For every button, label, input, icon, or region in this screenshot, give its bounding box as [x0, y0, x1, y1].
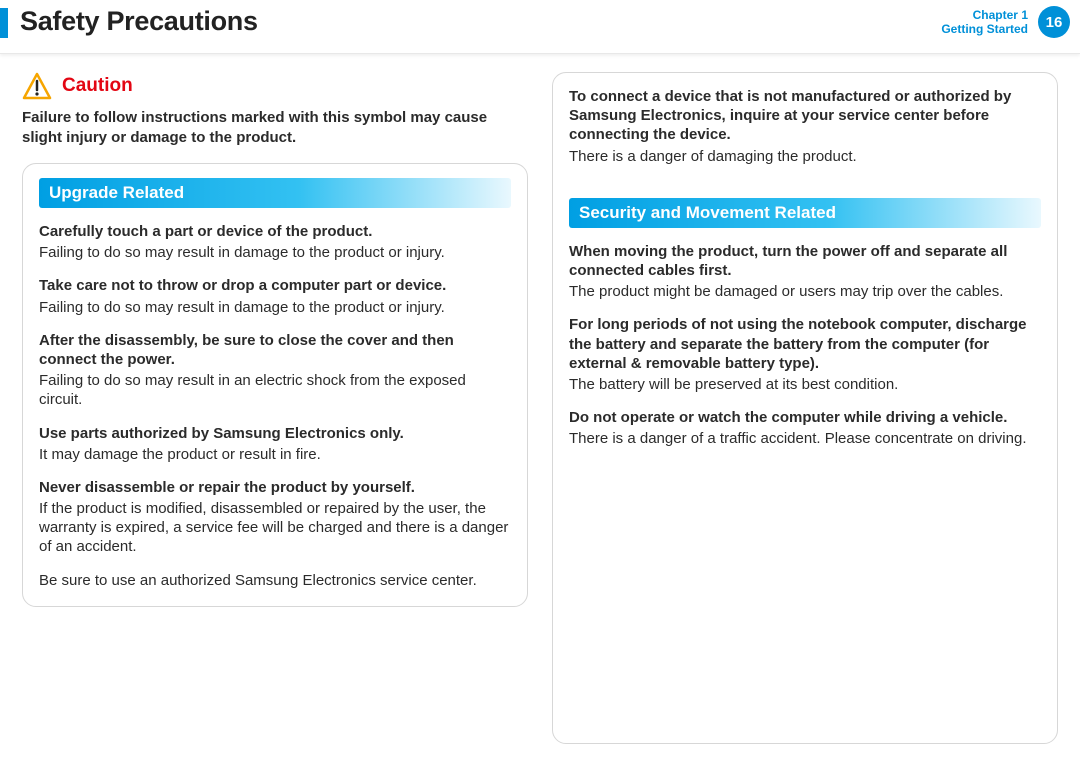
- chapter-info: Chapter 1 Getting Started: [941, 8, 1028, 37]
- item-heading: Never disassemble or repair the product …: [39, 478, 511, 497]
- item-body: If the product is modified, disassembled…: [39, 499, 511, 557]
- item-heading: Use parts authorized by Samsung Electron…: [39, 424, 511, 443]
- caution-label: Caution: [62, 75, 133, 97]
- item-heading: Carefully touch a part or device of the …: [39, 222, 511, 241]
- item-body: Failing to do so may result in damage to…: [39, 298, 511, 317]
- caution-text: Failure to follow instructions marked wi…: [22, 108, 528, 147]
- item-body: Failing to do so may result in an electr…: [39, 371, 511, 409]
- item-body: The battery will be preserved at its bes…: [569, 375, 1041, 394]
- item-heading: Take care not to throw or drop a compute…: [39, 276, 511, 295]
- item-body: Failing to do so may result in damage to…: [39, 243, 511, 262]
- chapter-line1: Chapter 1: [941, 8, 1028, 22]
- section-heading-security: Security and Movement Related: [569, 198, 1041, 228]
- item-heading: For long periods of not using the notebo…: [569, 315, 1041, 373]
- chapter-line2: Getting Started: [941, 22, 1028, 36]
- page-number-badge: 16: [1038, 6, 1070, 38]
- header-accent: [0, 8, 8, 38]
- content-columns: Caution Failure to follow instructions m…: [0, 54, 1080, 754]
- item-body: The product might be damaged or users ma…: [569, 282, 1041, 301]
- page-title: Safety Precautions: [20, 6, 258, 37]
- page-header: Safety Precautions Chapter 1 Getting Sta…: [0, 0, 1080, 54]
- left-column: Caution Failure to follow instructions m…: [22, 72, 528, 744]
- caution-icon: [22, 72, 52, 100]
- item-body: There is a danger of a traffic accident.…: [569, 429, 1041, 448]
- right-column: To connect a device that is not manufact…: [552, 72, 1058, 744]
- item-body: There is a danger of damaging the produc…: [569, 147, 1041, 166]
- item-heading: Do not operate or watch the computer whi…: [569, 408, 1041, 427]
- item-heading: When moving the product, turn the power …: [569, 242, 1041, 280]
- upgrade-related-box: Upgrade Related Carefully touch a part o…: [22, 163, 528, 607]
- section-heading-upgrade: Upgrade Related: [39, 178, 511, 208]
- item-heading: To connect a device that is not manufact…: [569, 87, 1041, 145]
- item-body: Be sure to use an authorized Samsung Ele…: [39, 571, 511, 590]
- security-related-box: To connect a device that is not manufact…: [552, 72, 1058, 744]
- item-heading: After the disassembly, be sure to close …: [39, 331, 511, 369]
- item-body: It may damage the product or result in f…: [39, 445, 511, 464]
- caution-header: Caution: [22, 72, 528, 100]
